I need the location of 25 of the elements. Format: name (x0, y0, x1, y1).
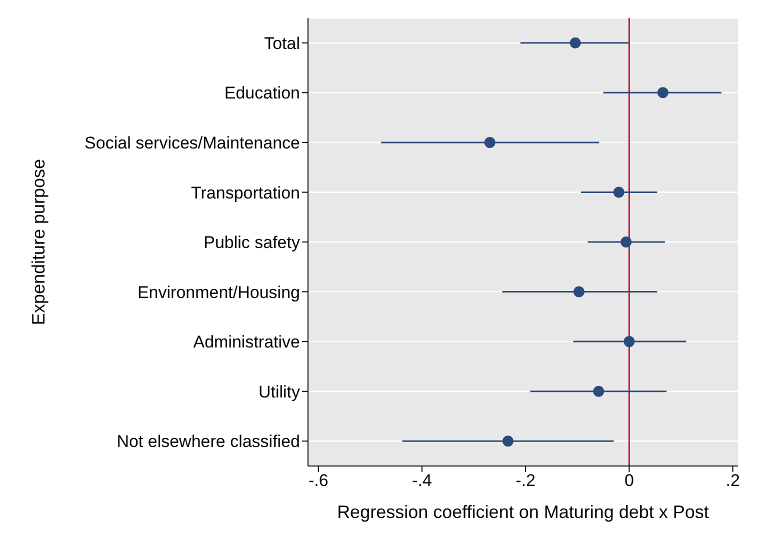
point (573, 286, 584, 298)
point (484, 136, 496, 148)
y-tick-label: Social services/Maintenance (84, 133, 300, 152)
y-tick-label: Transportation (191, 183, 300, 202)
y-tick-label: Not elsewhere classified (116, 432, 300, 452)
point (624, 336, 635, 348)
y-tick-label: Administrative (193, 332, 300, 352)
y-tick-label: Public safety (204, 233, 300, 252)
point (502, 436, 514, 447)
point (620, 236, 632, 248)
y-tick-label: Education (224, 84, 300, 103)
x-tick-label: .2 (726, 471, 740, 490)
x-tick-label: -.6 (308, 471, 328, 490)
x-tick-label: -.2 (516, 471, 536, 490)
x-tick-label: -.4 (412, 471, 432, 490)
y-axis-title: Expenditure purpose (28, 158, 48, 326)
x-tick-label: 0 (624, 471, 634, 490)
point (593, 386, 604, 397)
x-axis-title: Regression coefficient on Maturing debt x Post (337, 502, 709, 522)
y-tick-label: Total (264, 34, 300, 53)
y-tick-label: Utility (258, 382, 300, 402)
point (657, 87, 668, 98)
point (613, 186, 624, 198)
point (570, 37, 581, 48)
y-tick-label: Environment/Housing (137, 282, 300, 302)
